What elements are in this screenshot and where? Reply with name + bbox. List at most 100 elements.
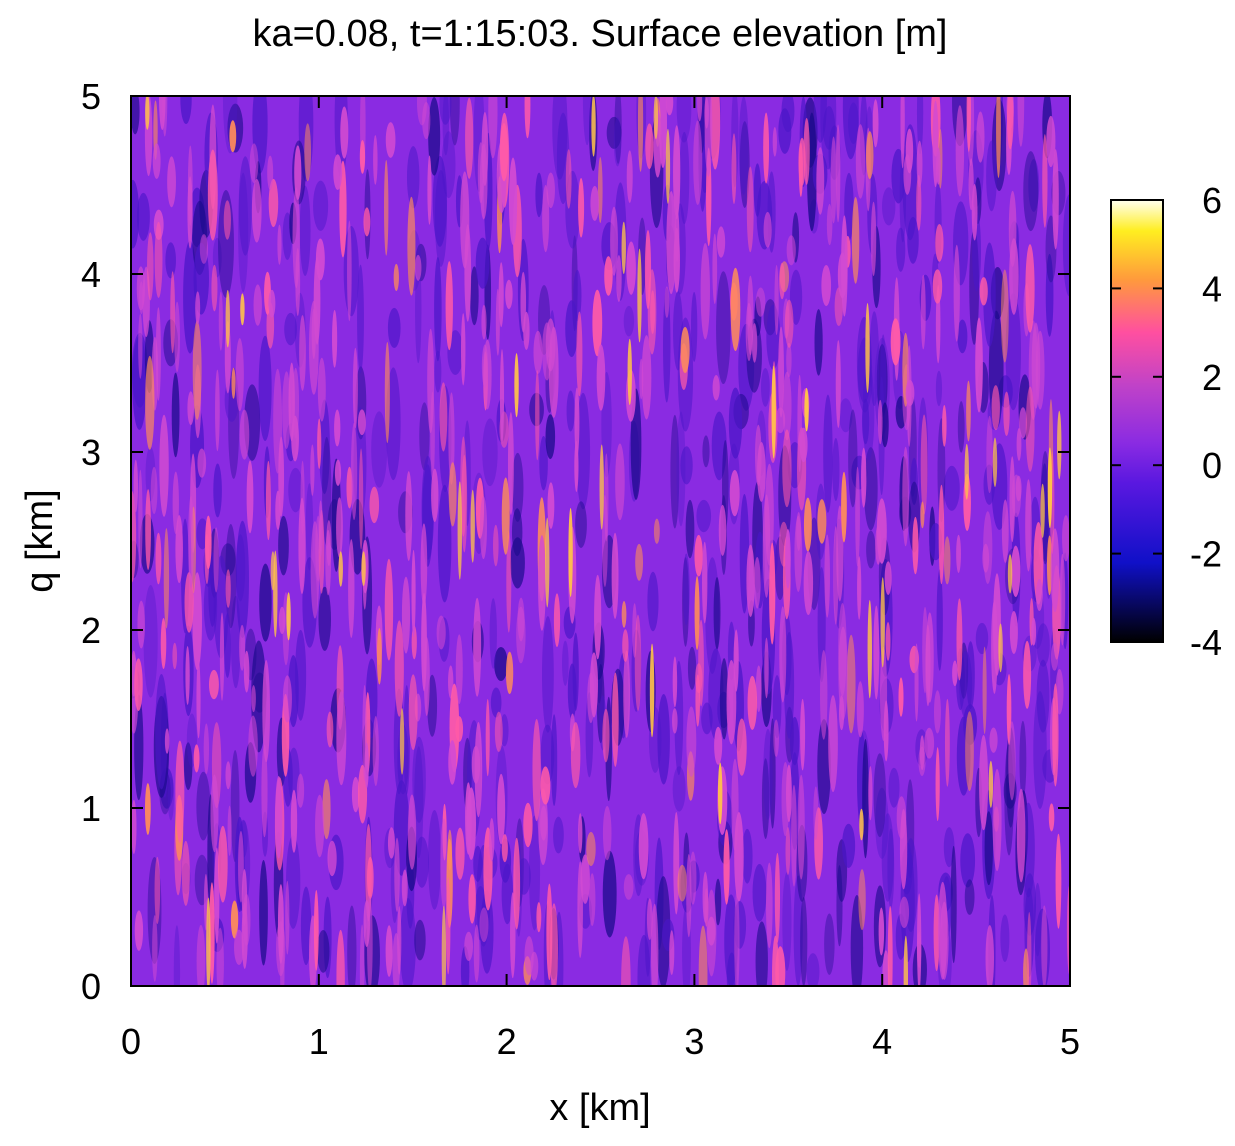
trough-streak xyxy=(489,598,497,669)
crest-streak xyxy=(634,614,642,711)
crest-streak xyxy=(686,706,697,777)
trough-streak xyxy=(842,96,859,160)
crest-streak xyxy=(697,96,703,122)
crest-streak xyxy=(639,358,644,400)
trough-streak xyxy=(881,813,894,902)
crest-streak xyxy=(925,625,931,707)
trough-streak xyxy=(755,921,768,986)
crest-streak xyxy=(1008,721,1016,801)
crest-streak xyxy=(747,675,758,730)
trough-streak xyxy=(437,484,452,603)
crest-streak xyxy=(968,158,974,211)
crest-streak xyxy=(209,882,215,984)
trough-streak xyxy=(784,631,795,739)
crest-streak xyxy=(243,650,250,693)
trough-streak xyxy=(235,534,246,602)
crest-streak xyxy=(590,185,600,221)
trough-streak xyxy=(957,319,968,354)
crest-streak xyxy=(650,903,659,986)
trough-streak xyxy=(284,312,297,346)
crest-streak xyxy=(769,542,776,645)
trough-streak xyxy=(943,465,960,511)
bright-crest-streak xyxy=(1057,410,1062,480)
crest-streak xyxy=(199,234,209,264)
crest-streak xyxy=(133,459,139,513)
colorbar-axis: -4 -2 0 2 4 6 xyxy=(1111,180,1222,663)
crest-streak xyxy=(672,708,678,734)
trough-streak xyxy=(687,646,697,690)
crest-streak xyxy=(702,871,709,923)
crest-streak xyxy=(791,784,797,887)
crest-streak xyxy=(546,883,553,981)
trough-streak xyxy=(713,577,721,650)
crest-streak xyxy=(1023,640,1032,709)
trough-streak xyxy=(957,401,965,453)
crest-streak xyxy=(784,299,794,348)
crest-streak xyxy=(464,224,472,322)
trough-streak xyxy=(916,96,924,155)
trough-streak xyxy=(371,411,388,488)
crest-streak xyxy=(873,605,880,700)
trough-streak xyxy=(517,858,531,895)
trough-streak xyxy=(676,96,692,143)
crest-streak xyxy=(155,532,162,585)
crest-streak xyxy=(445,877,451,975)
crest-streak xyxy=(902,446,909,547)
crest-streak xyxy=(912,516,919,575)
crest-streak xyxy=(267,155,274,191)
crest-streak xyxy=(800,699,806,771)
trough-streak xyxy=(876,344,888,418)
crest-streak xyxy=(505,651,514,695)
y-tick-label: 5 xyxy=(81,76,101,117)
crest-streak xyxy=(885,622,891,661)
crest-streak xyxy=(851,196,860,284)
crest-streak xyxy=(372,716,379,787)
crest-streak xyxy=(824,534,830,618)
trough-streak xyxy=(714,878,722,926)
crest-streak xyxy=(673,227,680,293)
crest-streak xyxy=(779,606,787,703)
crest-streak xyxy=(392,932,401,986)
crest-streak xyxy=(162,96,168,137)
crest-streak xyxy=(755,665,762,713)
trough-streak xyxy=(432,155,448,247)
trough-streak xyxy=(862,738,869,859)
trough-streak xyxy=(596,664,605,744)
crest-streak xyxy=(621,936,631,986)
bright-crest-streak xyxy=(286,592,291,641)
crest-streak xyxy=(1000,269,1009,363)
trough-streak xyxy=(702,435,710,468)
crest-streak xyxy=(278,606,286,635)
crest-streak xyxy=(985,925,995,986)
trough-streak xyxy=(313,180,329,231)
crest-streak xyxy=(499,349,505,444)
crest-streak xyxy=(394,837,400,912)
crest-streak xyxy=(641,335,652,420)
crest-streak xyxy=(710,96,721,170)
trough-streak xyxy=(552,96,568,180)
crest-streak xyxy=(235,338,244,412)
crest-streak xyxy=(535,370,540,461)
crest-streak xyxy=(261,744,268,838)
trough-streak xyxy=(143,585,158,698)
crest-streak xyxy=(803,497,812,552)
trough-streak xyxy=(415,255,422,364)
trough-streak xyxy=(716,271,731,385)
trough-streak xyxy=(278,515,289,576)
crest-streak xyxy=(938,881,948,980)
trough-streak xyxy=(613,117,622,167)
crest-streak xyxy=(175,740,185,843)
trough-streak xyxy=(582,96,592,146)
trough-streak xyxy=(1045,253,1054,337)
bright-crest-streak xyxy=(621,221,626,274)
crest-streak xyxy=(956,598,963,681)
crest-streak xyxy=(820,649,828,740)
crest-streak xyxy=(230,900,239,939)
crest-streak xyxy=(326,520,332,567)
bright-crest-streak xyxy=(992,437,998,487)
crest-streak xyxy=(304,123,312,182)
crest-streak xyxy=(292,367,300,439)
bright-crest-streak xyxy=(399,708,405,775)
crest-streak xyxy=(505,279,513,309)
crest-streak xyxy=(210,774,219,853)
